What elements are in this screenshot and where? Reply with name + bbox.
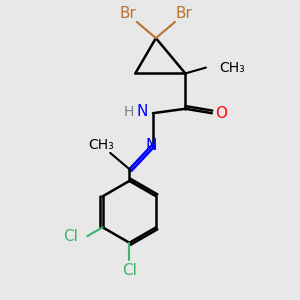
Text: Br: Br	[176, 7, 192, 22]
Text: H: H	[124, 105, 134, 119]
Text: Br: Br	[119, 7, 136, 22]
Text: O: O	[215, 106, 227, 121]
Text: CH₃: CH₃	[88, 138, 114, 152]
Text: N: N	[146, 138, 157, 153]
Text: CH₃: CH₃	[219, 61, 245, 75]
Text: N: N	[136, 104, 147, 119]
Text: Cl: Cl	[64, 229, 79, 244]
Text: Cl: Cl	[122, 263, 137, 278]
